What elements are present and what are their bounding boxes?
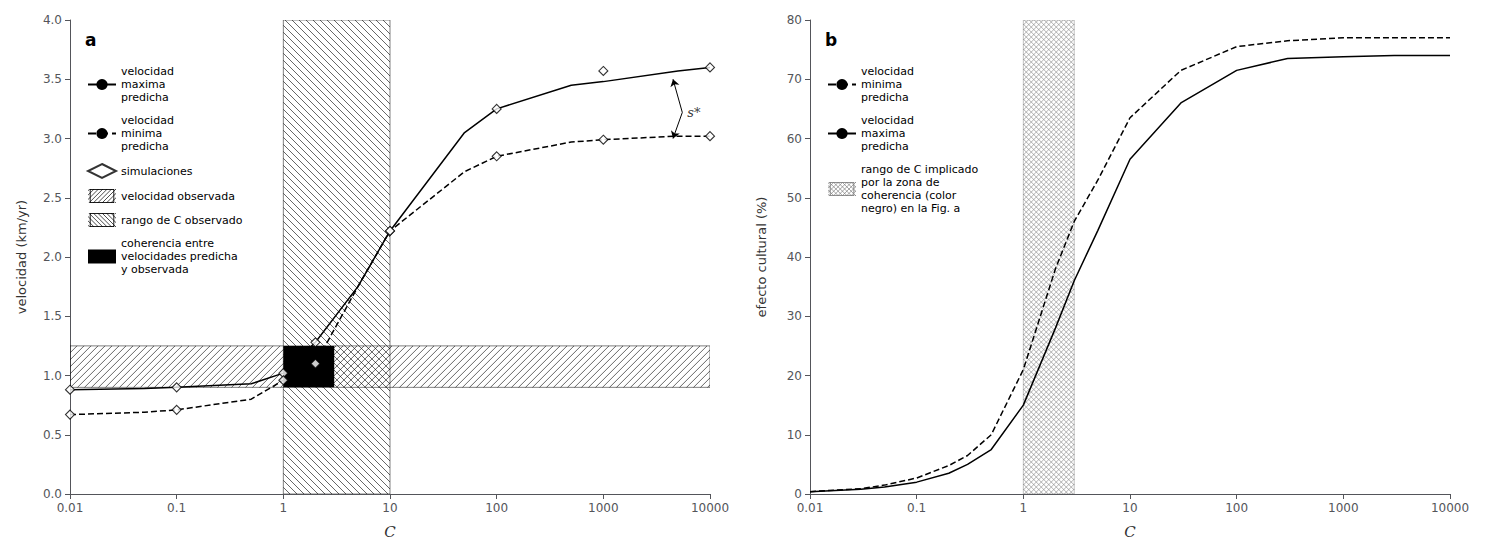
svg-text:1000: 1000 — [1328, 501, 1359, 515]
svg-text:10: 10 — [787, 428, 802, 442]
svg-text:negro) en la Fig. a: negro) en la Fig. a — [861, 202, 960, 215]
svg-text:2.5: 2.5 — [43, 191, 62, 205]
svg-text:10: 10 — [1122, 501, 1137, 515]
svg-text:maxima: maxima — [861, 127, 905, 140]
svg-text:velocidad: velocidad — [861, 65, 914, 78]
svg-text:60: 60 — [787, 132, 802, 146]
svg-text:predicha: predicha — [121, 140, 169, 153]
svg-text:4.0: 4.0 — [43, 13, 62, 27]
svg-text:coherencia (color: coherencia (color — [861, 189, 957, 202]
svg-text:3.0: 3.0 — [43, 132, 62, 146]
svg-text:10: 10 — [382, 501, 397, 515]
svg-text:por la zona de: por la zona de — [861, 176, 940, 189]
svg-text:0.01: 0.01 — [57, 501, 84, 515]
svg-text:10000: 10000 — [691, 501, 729, 515]
svg-text:C: C — [1124, 523, 1136, 541]
svg-text:maxima: maxima — [121, 78, 165, 91]
svg-text:0.1: 0.1 — [167, 501, 186, 515]
svg-text:0.5: 0.5 — [43, 428, 62, 442]
svg-text:b: b — [825, 30, 837, 50]
svg-text:1.0: 1.0 — [43, 369, 62, 383]
svg-text:velocidad (km/yr): velocidad (km/yr) — [14, 200, 29, 314]
svg-text:1: 1 — [280, 501, 288, 515]
svg-text:y observada: y observada — [121, 263, 189, 276]
svg-text:3.5: 3.5 — [43, 72, 62, 86]
svg-text:velocidad observada: velocidad observada — [121, 190, 235, 203]
svg-text:30: 30 — [787, 309, 802, 323]
svg-text:velocidades predicha: velocidades predicha — [121, 250, 238, 263]
svg-text:10000: 10000 — [1431, 501, 1469, 515]
svg-text:velocidad: velocidad — [121, 65, 174, 78]
svg-text:2.0: 2.0 — [43, 250, 62, 264]
svg-text:50: 50 — [787, 191, 802, 205]
svg-text:100: 100 — [1225, 501, 1248, 515]
svg-text:100: 100 — [485, 501, 508, 515]
svg-text:0.1: 0.1 — [907, 501, 926, 515]
svg-text:0: 0 — [794, 487, 802, 501]
svg-text:predicha: predicha — [861, 91, 909, 104]
svg-text:0.01: 0.01 — [797, 501, 824, 515]
svg-text:80: 80 — [787, 13, 802, 27]
svg-text:minima: minima — [861, 78, 902, 91]
svg-text:C: C — [384, 523, 396, 541]
svg-text:s*: s* — [687, 105, 701, 120]
svg-text:1.5: 1.5 — [43, 309, 62, 323]
svg-text:simulaciones: simulaciones — [121, 165, 193, 178]
svg-text:40: 40 — [787, 250, 802, 264]
svg-text:0.0: 0.0 — [43, 487, 62, 501]
svg-text:predicha: predicha — [861, 140, 909, 153]
svg-text:minima: minima — [121, 127, 162, 140]
svg-text:predicha: predicha — [121, 91, 169, 104]
svg-text:coherencia entre: coherencia entre — [121, 237, 214, 250]
svg-text:1: 1 — [1020, 501, 1028, 515]
svg-text:20: 20 — [787, 369, 802, 383]
svg-text:rango de C implicado: rango de C implicado — [861, 163, 979, 176]
svg-text:velocidad: velocidad — [861, 114, 914, 127]
svg-text:70: 70 — [787, 72, 802, 86]
svg-text:velocidad: velocidad — [121, 114, 174, 127]
svg-text:a: a — [85, 30, 96, 50]
svg-text:1000: 1000 — [588, 501, 619, 515]
svg-text:rango de C observado: rango de C observado — [121, 214, 243, 227]
svg-text:efecto cultural (%): efecto cultural (%) — [754, 197, 769, 318]
